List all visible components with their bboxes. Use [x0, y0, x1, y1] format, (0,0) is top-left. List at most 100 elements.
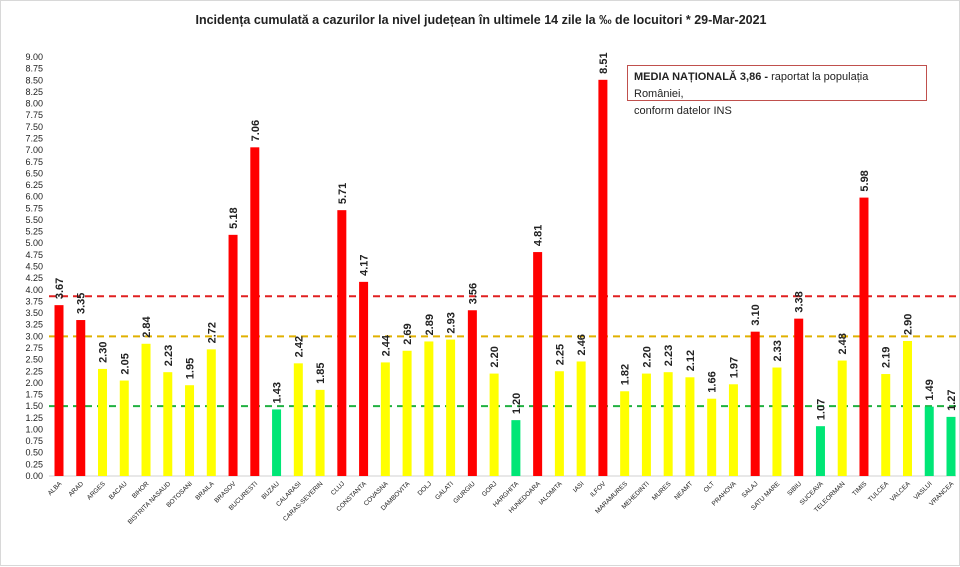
value-label: 2.48 [837, 333, 849, 354]
bar [576, 361, 586, 476]
bar [815, 426, 825, 476]
y-tick-label: 8.75 [25, 64, 43, 74]
value-label: 5.98 [859, 170, 871, 191]
y-tick-label: 1.25 [25, 413, 43, 423]
y-tick-label: 7.00 [25, 145, 43, 155]
value-label: 3.67 [54, 278, 66, 299]
y-tick-label: 8.00 [25, 99, 43, 109]
y-tick-label: 2.00 [25, 378, 43, 388]
value-label: 2.05 [119, 353, 131, 374]
category-label: GALATI [434, 480, 455, 501]
category-label: SALAJ [741, 480, 760, 499]
y-tick-label: 4.50 [25, 262, 43, 272]
y-tick-label: 1.50 [25, 401, 43, 411]
category-label: CLUJ [330, 480, 346, 496]
value-label: 1.85 [315, 362, 327, 383]
note-line2: conform datelor INS [634, 105, 732, 117]
bar [837, 360, 847, 476]
value-label: 2.19 [881, 347, 893, 368]
bar [228, 234, 238, 476]
bar [98, 368, 108, 476]
bar [141, 343, 151, 476]
category-label: OLT [703, 480, 717, 494]
bar [881, 374, 891, 476]
value-label: 2.30 [98, 342, 110, 363]
y-tick-label: 5.50 [25, 215, 43, 225]
y-tick-label: 5.75 [25, 203, 43, 213]
value-label: 2.20 [641, 346, 653, 367]
category-label: BUZAU [260, 480, 281, 501]
y-tick-label: 3.25 [25, 320, 43, 330]
y-tick-label: 7.75 [25, 110, 43, 120]
national-average-note: MEDIA NAȚIONALĂ 3,86 - raportat la popul… [627, 65, 927, 117]
value-label: 2.33 [772, 340, 784, 361]
bar [598, 79, 608, 476]
y-tick-label: 3.75 [25, 296, 43, 306]
y-tick-label: 6.00 [25, 192, 43, 202]
y-tick-label: 9.00 [25, 52, 43, 62]
y-tick-label: 8.25 [25, 87, 43, 97]
bar [750, 331, 760, 476]
value-label: 2.44 [380, 334, 392, 356]
chart-title: Incidența cumulată a cazurilor la nivel … [195, 13, 767, 27]
value-label: 2.42 [293, 336, 305, 357]
bar [794, 318, 804, 476]
value-label: 1.95 [185, 358, 197, 379]
bar [272, 409, 282, 476]
category-label: BIHOR [131, 480, 151, 500]
y-tick-label: 0.50 [25, 448, 43, 458]
value-label: 2.84 [141, 315, 153, 337]
bar [641, 373, 651, 476]
bar [337, 210, 347, 476]
category-label: MURES [651, 480, 673, 502]
value-label: 5.71 [337, 183, 349, 204]
category-label: GORJ [481, 480, 499, 498]
value-label: 1.20 [511, 393, 523, 414]
bar [663, 372, 673, 476]
y-tick-label: 0.00 [25, 471, 43, 481]
bar [54, 305, 64, 476]
value-label: 3.38 [794, 291, 806, 312]
value-label: 2.46 [576, 334, 588, 355]
note-bold: MEDIA NAȚIONALĂ 3,86 - [634, 71, 769, 83]
y-tick-label: 7.50 [25, 122, 43, 132]
y-tick-label: 5.25 [25, 227, 43, 237]
value-label: 1.43 [272, 382, 284, 403]
bar [511, 420, 521, 476]
bar [489, 373, 499, 476]
bar [380, 362, 390, 476]
bar [250, 147, 260, 476]
bar [402, 350, 412, 476]
y-tick-label: 8.50 [25, 75, 43, 85]
value-label: 2.12 [685, 350, 697, 371]
bar [554, 371, 564, 476]
value-label: 4.81 [533, 225, 545, 246]
y-tick-label: 5.00 [25, 238, 43, 248]
value-label: 4.17 [359, 254, 371, 275]
value-label: 2.72 [206, 322, 218, 343]
y-tick-label: 2.25 [25, 366, 43, 376]
value-label: 2.90 [902, 314, 914, 335]
category-label: ILFOV [589, 480, 608, 499]
y-tick-label: 6.25 [25, 180, 43, 190]
bar [119, 380, 129, 476]
value-label: 3.10 [750, 304, 762, 325]
bar [946, 416, 956, 476]
y-tick-label: 3.50 [25, 308, 43, 318]
y-tick-label: 1.00 [25, 424, 43, 434]
value-label: 2.25 [554, 344, 566, 365]
category-label: VASLUI [913, 480, 934, 501]
value-label: 2.69 [402, 323, 414, 344]
value-label: 2.93 [446, 312, 458, 333]
value-label: 7.06 [250, 120, 262, 141]
bar [620, 391, 630, 476]
value-label: 1.82 [620, 364, 632, 385]
bar [206, 349, 216, 476]
y-tick-label: 1.75 [25, 390, 43, 400]
category-label: BRAILA [194, 480, 216, 502]
note-text: raportat la populația României, [634, 71, 869, 100]
value-label: 1.27 [946, 389, 958, 410]
category-label: ARAD [67, 480, 85, 498]
